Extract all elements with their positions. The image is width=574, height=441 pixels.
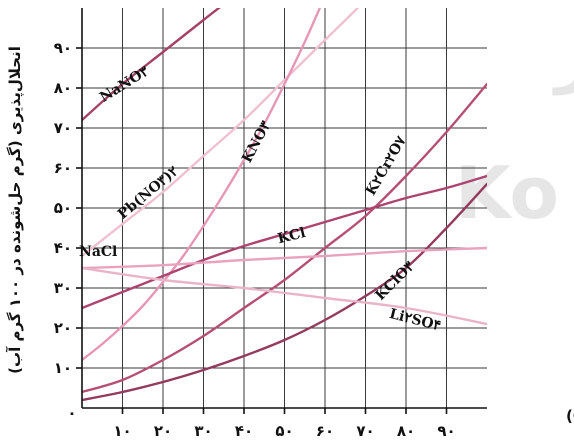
x-tick-label: ۱۰ [113,422,131,440]
series-line [82,246,487,270]
x-tick-label: ۹۰ [437,422,455,440]
series-label: KClO۳ [372,258,418,304]
x-axis-title: دما (°C) [566,407,574,425]
y-axis-title: انحلال‌پذیری (گرم حل‌شونده در ۱۰۰ گرم آب… [6,46,25,374]
series-line [82,8,322,362]
series-lines [82,8,487,402]
watermark: کور Ko [455,22,574,235]
series-label: K۲Cr۲O۷ [363,133,410,198]
y-tick-label: ۹۰ [54,39,72,57]
y-tick-label: ۶۰ [54,159,72,177]
origin-label: ۰ [67,404,76,422]
series-line [82,8,221,122]
x-tick-label: ۸۰ [397,422,415,440]
series-label: KCl [276,225,307,247]
tick-labels: ۱۰ ۲۰ ۳۰ ۴۰ ۵۰ ۶۰ ۷۰ ۸۰ ۹۰ ۱۰ ۲۰ ۳۰ ۴۰ ۵۰ ۶۰ ۷۰ ۸۰ ۹۰ [54,39,456,440]
y-tick-label: ۱۰ [54,359,72,377]
y-tick-label: ۷۰ [54,119,72,137]
y-tick-label: ۸۰ [54,79,72,97]
series-label: NaCl [79,244,117,260]
series-line [82,174,487,310]
x-tick-label: ۲۰ [154,422,172,440]
y-tick-label: ۵۰ [54,199,72,217]
y-tick-label: ۴۰ [54,239,72,257]
y-tick-label: ۲۰ [54,319,72,337]
series-label: NaNO۳ [97,63,152,106]
x-tick-label: ۴۰ [235,422,253,440]
series-line [82,82,487,394]
x-tick-label: ۷۰ [356,422,374,440]
x-tick-label: ۳۰ [194,422,212,440]
series-line [82,182,487,402]
series-line [82,266,487,326]
x-tick-label: ۶۰ [316,422,334,440]
y-tick-label: ۳۰ [54,279,72,297]
series-line [82,8,360,258]
series-label: Pb(NO۳)۲ [115,163,182,223]
watermark-text-bottom: Ko [455,151,559,235]
watermark-text-top: کور [552,22,574,96]
x-tick-label: ۵۰ [275,422,293,440]
